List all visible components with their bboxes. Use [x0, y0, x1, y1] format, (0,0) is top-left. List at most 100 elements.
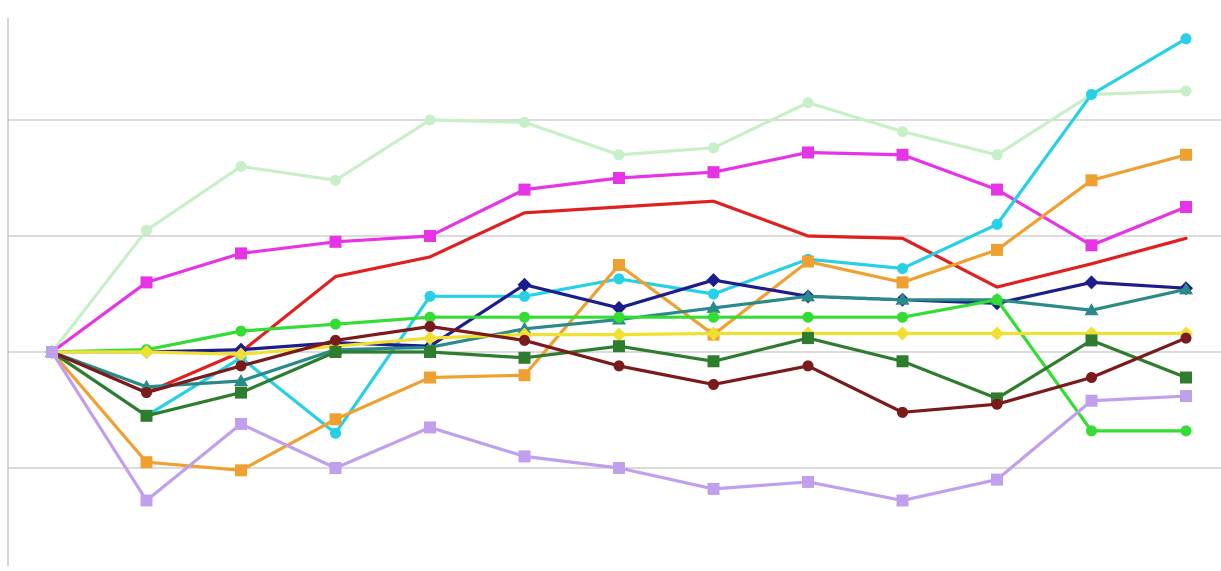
series-11-point-1 [140, 494, 153, 507]
series-9-point-12 [1180, 371, 1192, 384]
series-9-point-2 [235, 386, 247, 399]
series-3-point-10 [991, 218, 1003, 230]
series-5-point-7 [706, 273, 721, 288]
series-10 [46, 320, 1192, 418]
series-11-point-11 [1085, 394, 1098, 407]
series-8-point-4 [423, 331, 437, 346]
series-0-point-4 [424, 114, 436, 126]
series-layer [45, 33, 1193, 507]
series-4-point-1 [140, 456, 153, 469]
series-7-point-3 [330, 318, 341, 330]
series-7-point-7 [708, 311, 719, 323]
series-4-point-3 [329, 413, 342, 426]
series-9-point-9 [896, 355, 909, 368]
series-5-point-11 [1084, 275, 1099, 290]
series-11-point-7 [707, 482, 720, 495]
series-9-point-1 [140, 409, 153, 422]
series-4-point-11 [1085, 174, 1098, 187]
series-3-point-6 [613, 273, 625, 285]
series-4-point-5 [518, 369, 531, 382]
series-10-point-4 [424, 320, 436, 332]
series-9-point-7 [707, 355, 720, 368]
series-1-point-11 [1085, 239, 1098, 252]
series-0-point-7 [708, 142, 719, 154]
series-1-point-10 [991, 183, 1003, 196]
series-7-point-2 [235, 325, 247, 337]
series-7-point-8 [802, 311, 814, 323]
series-0-point-10 [991, 149, 1003, 161]
series-7-point-6 [613, 311, 625, 323]
series-1-point-6 [613, 172, 625, 184]
series-7-point-12 [1180, 425, 1192, 437]
series-0-point-12 [1180, 85, 1192, 97]
series-4-point-6 [613, 259, 625, 271]
series-11-line [50, 350, 1188, 503]
series-11-point-2 [235, 417, 247, 430]
series-6-point-9 [895, 292, 910, 305]
series-11-point-8 [802, 475, 814, 488]
series-11-point-10 [991, 473, 1003, 486]
series-8-point-9 [895, 326, 910, 341]
series-9-point-3 [329, 346, 342, 358]
series-4-point-4 [424, 371, 436, 384]
series-4-point-12 [1180, 148, 1192, 161]
series-1-point-1 [140, 276, 153, 289]
series-4-point-2 [235, 464, 247, 477]
series-0-point-6 [613, 149, 625, 161]
series-0-point-8 [802, 97, 814, 109]
series-7-point-9 [897, 311, 908, 323]
series-11-point-4 [424, 421, 436, 434]
series-11-point-3 [329, 462, 342, 474]
series-11-point-5 [518, 450, 531, 463]
series-4-point-10 [991, 243, 1003, 256]
series-10-point-1 [141, 387, 152, 399]
series-10-point-7 [708, 378, 719, 390]
series-8-point-10 [990, 326, 1004, 341]
series-11-point-6 [613, 462, 625, 474]
series-10-point-3 [330, 334, 341, 346]
series-10-point-12 [1180, 332, 1192, 344]
series-10-point-6 [613, 360, 625, 372]
series-4-point-9 [896, 276, 909, 289]
series-7-point-5 [519, 311, 530, 323]
series-10-point-9 [897, 406, 908, 418]
series-3-point-5 [519, 290, 530, 302]
series-1-point-5 [518, 183, 531, 196]
series-8-point-7 [706, 326, 721, 341]
series-1-point-9 [896, 148, 909, 161]
series-11 [46, 346, 1192, 507]
series-11-point-9 [896, 494, 909, 507]
series-1-point-7 [707, 166, 720, 179]
series-0-point-9 [897, 126, 908, 138]
series-9-point-4 [424, 346, 436, 358]
series-6-point-8 [801, 289, 815, 302]
series-0-point-1 [141, 224, 152, 236]
series-1-point-3 [329, 235, 342, 248]
series-7 [46, 294, 1192, 437]
series-1 [46, 146, 1192, 358]
series-1-point-8 [802, 146, 814, 159]
series-8-point-2 [234, 347, 248, 362]
series-1-point-4 [424, 230, 436, 242]
series-5-point-5 [517, 277, 532, 292]
series-1-point-12 [1180, 201, 1192, 213]
series-8-point-6 [612, 327, 626, 342]
series-10-point-5 [519, 334, 530, 346]
series-4-point-8 [802, 255, 814, 268]
series-3-point-9 [897, 262, 908, 274]
series-7-point-11 [1086, 425, 1097, 437]
series-5-point-6 [612, 300, 626, 315]
series-9-point-11 [1085, 334, 1098, 347]
series-11-point-0 [46, 346, 58, 358]
series-3-point-4 [424, 290, 436, 302]
series-3-point-7 [708, 288, 719, 300]
series-8-point-1 [139, 345, 154, 359]
series-6-point-2 [234, 374, 248, 386]
series-0-point-2 [235, 160, 247, 172]
series-7-point-4 [424, 311, 436, 323]
series-9-point-8 [802, 332, 814, 345]
series-10-point-8 [802, 360, 814, 372]
series-11-point-12 [1180, 390, 1192, 403]
series-9-point-6 [613, 340, 625, 353]
